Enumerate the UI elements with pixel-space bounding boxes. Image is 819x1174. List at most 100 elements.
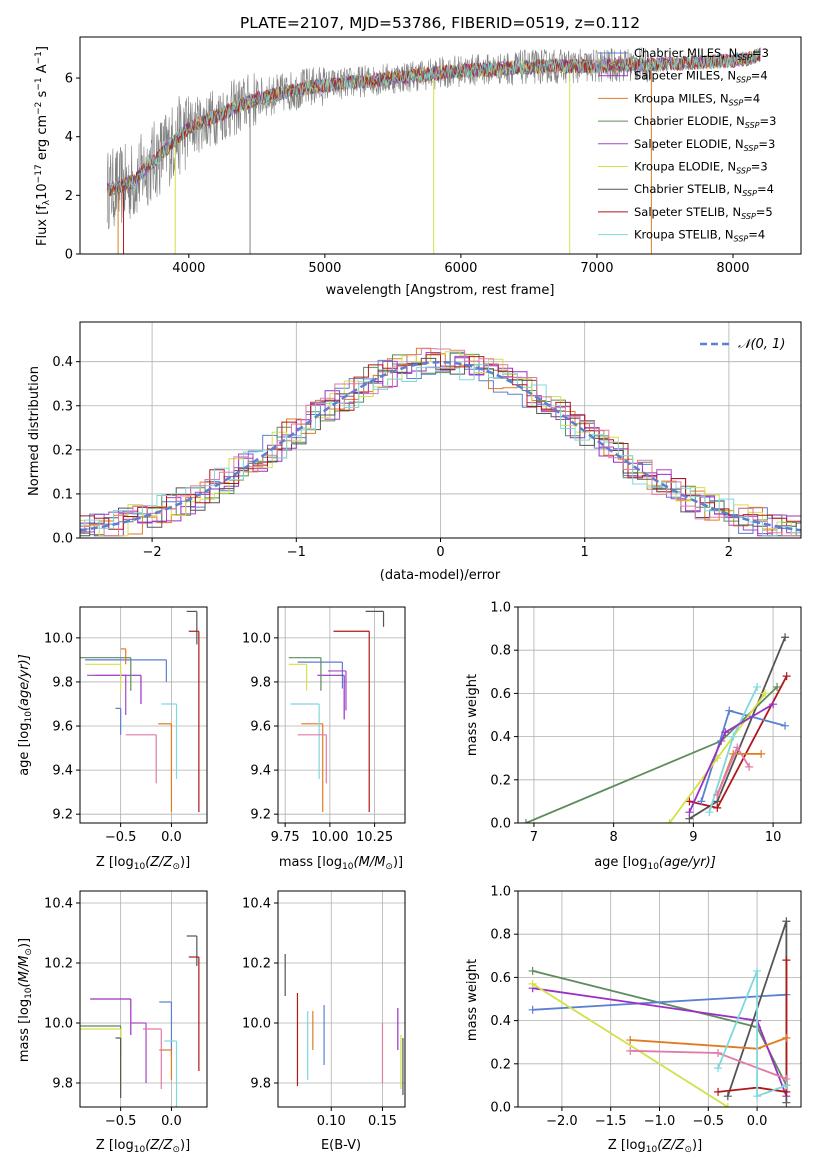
weight-vs-Z-ytick-label: 0.4 [490, 1014, 511, 1029]
weight-vs-age-xtick-label: 9 [689, 830, 697, 845]
mass-vs-ebv-ytick-label: 10.0 [242, 1017, 271, 1032]
legend-entry: Salpeter STELIB, NSSP=5 [634, 205, 773, 221]
spectrum-frame [79, 36, 802, 255]
weight-marker [713, 803, 722, 812]
age-vs-mass-ytick-label: 9.6 [250, 720, 271, 735]
age-vs-Z-ylabel: age [log10(age/yr)] [17, 654, 34, 776]
mass-vs-ebv-axes: 0.10 0.15 9.8 10.0 10.2 10.4 [242, 891, 405, 1129]
spectrum-xtick-label: 5000 [308, 261, 341, 276]
age-vs-Z-ytick-label: 10.0 [44, 631, 73, 646]
weight-series [716, 753, 762, 796]
errorbar-point [333, 630, 370, 812]
weight-vs-age-ytick-label: 0.6 [490, 687, 511, 702]
age-vs-Z-frame [79, 606, 208, 824]
weight-vs-Z-ytick-label: 1.0 [490, 885, 511, 900]
weight-marker [753, 1092, 762, 1101]
weight-marker [761, 689, 770, 698]
weight-marker [729, 732, 738, 741]
age-vs-mass-frame [277, 606, 406, 824]
mass-vs-ebv-ytick-label: 10.2 [242, 957, 271, 972]
weight-marker [782, 1098, 791, 1107]
residual-histogram [80, 364, 801, 537]
spectrum-xtick-label: 7000 [580, 261, 613, 276]
weight-vs-age-xtick-label: 7 [530, 830, 538, 845]
weight-marker [753, 966, 762, 975]
errorbar-point [290, 703, 320, 779]
weight-vs-Z-ylabel: mass weight [465, 959, 480, 1041]
mass-vs-ebv-frame [277, 890, 406, 1108]
weight-vs-age-ytick-label: 0.0 [490, 817, 511, 832]
residuals-ytick-label: 0.1 [52, 487, 73, 502]
mass-vs-ebv-panel: E(B-V) [321, 1138, 361, 1153]
mass-vs-Z-ytick-label: 10.4 [44, 897, 73, 912]
weight-vs-age-xlabel: age [log10(age/yr)] [594, 855, 716, 872]
weight-marker [626, 1036, 635, 1045]
mass-vs-ebv-ytick-label: 9.8 [250, 1077, 271, 1092]
weight-marker [781, 633, 790, 642]
weight-marker [626, 1046, 635, 1055]
weight-series [532, 983, 729, 1107]
errorbar-point [90, 998, 132, 1035]
weight-vs-Z-xtick-label: −2.0 [546, 1114, 578, 1129]
errorbar-point [288, 657, 322, 691]
age-vs-mass-panel: mass [log10(M/M⊙)] [279, 855, 403, 872]
mass-vs-Z-axes: −0.5 0.0 9.8 10.0 10.2 10.4 [44, 891, 207, 1129]
weight-series [525, 686, 778, 823]
errorbar-point [328, 670, 347, 711]
weight-marker [705, 808, 714, 817]
mass-vs-Z-frame [79, 890, 208, 1108]
normal-curve [80, 360, 801, 532]
residuals-xtick-label: 1 [581, 545, 589, 560]
age-vs-Z-xtick-label: −0.5 [105, 830, 137, 845]
errorbar-point [158, 723, 173, 812]
legend-entry: Chabrier MILES, NSSP=3 [634, 46, 769, 62]
weight-series [689, 675, 788, 809]
mass-vs-Z-ytick-label: 10.0 [44, 1017, 73, 1032]
residuals-xtick-label: 2 [725, 545, 733, 560]
residuals-ytick-label: 0.2 [52, 443, 73, 458]
errorbar-point [186, 935, 198, 966]
weight-marker [665, 819, 674, 823]
weight-vs-Z-panel: Z [log10(Z/Z⊙)] mass weight [465, 959, 702, 1155]
weight-vs-Z-xtick-label: −1.5 [595, 1114, 627, 1129]
mass-vs-Z-ytick-label: 9.8 [52, 1077, 73, 1092]
weight-series [532, 993, 787, 1011]
age-vs-Z-xtick-label: 0.0 [161, 830, 182, 845]
model-spectrum-salpeter-stelib [106, 47, 761, 197]
errorbar-point [115, 1037, 122, 1098]
mass-vs-Z-xlabel: Z [log10(Z/Z⊙)] [96, 1138, 190, 1155]
legend-entry: Chabrier STELIB, NSSP=4 [634, 182, 774, 198]
residuals-ytick-label: 0.3 [52, 399, 73, 414]
weight-marker [781, 721, 790, 730]
spectrum-xlabel: wavelength [Angstrom, rest frame] [326, 283, 555, 298]
mass-vs-ebv-ytick-label: 10.4 [242, 897, 271, 912]
age-vs-Z-xlabel: Z [log10(Z/Z⊙)] [96, 855, 190, 872]
errorbar-point [120, 648, 127, 665]
weight-marker [714, 1087, 723, 1096]
spectrum-ytick-label: 0 [65, 248, 73, 263]
errorbar-point [80, 657, 132, 691]
spectrum-xtick-label: 4000 [172, 261, 205, 276]
weight-marker [782, 672, 791, 681]
weight-vs-age-ylabel: mass weight [465, 674, 480, 756]
weight-vs-Z-frame [517, 890, 802, 1108]
weight-marker [697, 797, 706, 806]
mass-vs-Z-xtick-label: −0.5 [105, 1114, 137, 1129]
residuals-xtick-label: 0 [436, 545, 444, 560]
legend-entry: Kroupa STELIB, NSSP=4 [634, 228, 765, 244]
spectrum-xtick-label: 6000 [444, 261, 477, 276]
spectrum-xtick-label: 8000 [716, 261, 749, 276]
errorbar-point [288, 663, 308, 691]
weight-marker [723, 1092, 732, 1101]
mass-vs-Z-ylabel: mass [log10(M/M⊙)] [17, 938, 34, 1062]
age-vs-mass-ytick-label: 10.0 [242, 631, 271, 646]
legend-entry: Salpeter MILES, NSSP=4 [634, 69, 768, 85]
errorbar-point [115, 707, 122, 735]
weight-vs-Z-ytick-label: 0.6 [490, 971, 511, 986]
mass-vs-Z-ytick-label: 10.2 [44, 957, 73, 972]
errorbar-point [95, 674, 142, 704]
residual-histogram [80, 348, 801, 537]
weight-marker [782, 1081, 791, 1090]
residuals-axes: −2 −1 0 1 2 0.0 0.1 0.2 0.3 0.4 [52, 322, 801, 560]
residuals-frame [79, 321, 802, 539]
